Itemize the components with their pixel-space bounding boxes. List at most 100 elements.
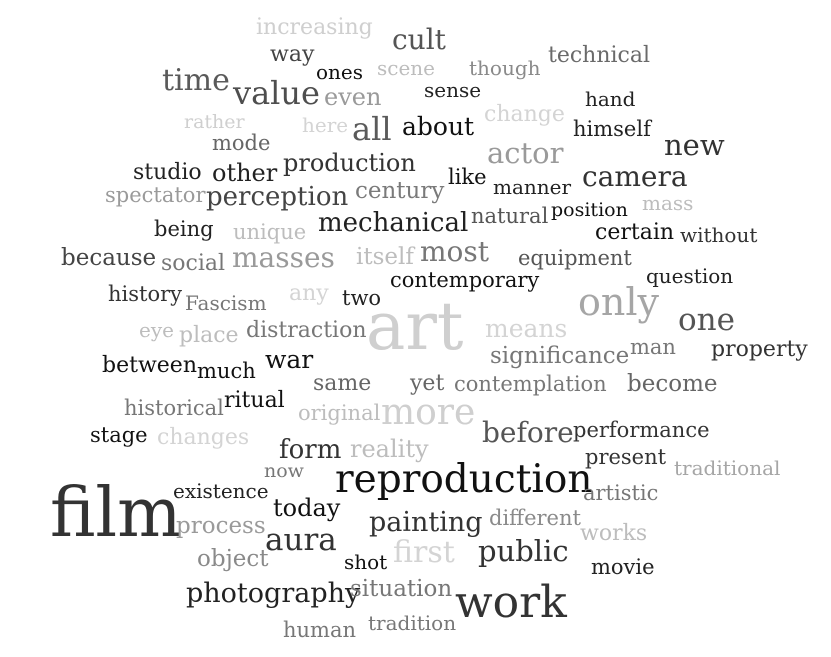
word-reality: reality xyxy=(350,435,429,463)
word-tradition: tradition xyxy=(368,611,457,635)
word-natural: natural xyxy=(471,204,549,228)
word-aura: aura xyxy=(265,522,337,558)
word-history: history xyxy=(108,282,183,306)
word-here: here xyxy=(302,113,349,137)
word-same: same xyxy=(313,371,372,396)
word-film: film xyxy=(50,474,182,553)
word-equipment: equipment xyxy=(518,246,632,270)
word-become: become xyxy=(627,371,718,397)
word-fascism: Fascism xyxy=(185,291,267,315)
word-significance: significance xyxy=(490,343,630,369)
word-increasing: increasing xyxy=(256,15,373,40)
word-though: though xyxy=(469,56,541,80)
word-first: first xyxy=(393,535,455,570)
word-existence: existence xyxy=(173,479,269,503)
word-scene: scene xyxy=(377,56,436,80)
word-social: social xyxy=(161,251,226,276)
word-production: production xyxy=(283,149,416,177)
word-present: present xyxy=(585,445,667,469)
word-other: other xyxy=(212,159,278,187)
word-war: war xyxy=(265,345,314,374)
word-way: way xyxy=(270,42,315,67)
word-artistic: artistic xyxy=(583,481,659,505)
word-shot: shot xyxy=(344,550,388,574)
word-manner: manner xyxy=(493,175,572,199)
word-property: property xyxy=(711,337,808,362)
word-historical: historical xyxy=(124,396,224,420)
word-technical: technical xyxy=(548,43,651,68)
word-himself: himself xyxy=(573,117,651,141)
word-much: much xyxy=(197,359,256,383)
word-ones: ones xyxy=(316,60,364,84)
word-without: without xyxy=(680,223,758,247)
word-one: one xyxy=(678,302,735,338)
word-painting: painting xyxy=(369,507,483,538)
word-any: any xyxy=(289,281,329,306)
word-before: before xyxy=(482,416,574,449)
word-question: question xyxy=(646,264,734,288)
word-all: all xyxy=(352,110,392,148)
word-mode: mode xyxy=(212,131,271,155)
word-new: new xyxy=(664,128,725,162)
word-mechanical: mechanical xyxy=(318,208,469,238)
word-man: man xyxy=(630,335,676,359)
word-now: now xyxy=(264,460,304,482)
word-actor: actor xyxy=(487,136,564,170)
word-hand: hand xyxy=(585,87,636,111)
word-works: works xyxy=(580,521,648,546)
word-itself: itself xyxy=(356,244,414,270)
word-position: position xyxy=(551,199,628,221)
word-two: two xyxy=(342,286,382,310)
word-form: form xyxy=(279,435,342,465)
word-contemplation: contemplation xyxy=(454,372,607,396)
word-mass: mass xyxy=(642,191,694,215)
word-between: between xyxy=(102,353,197,378)
word-object: object xyxy=(197,546,269,572)
word-like: like xyxy=(448,165,487,189)
word-century: century xyxy=(355,178,445,204)
word-place: place xyxy=(179,323,239,348)
word-only: only xyxy=(578,280,659,324)
word-masses: masses xyxy=(232,241,335,274)
word-photography: photography xyxy=(186,578,361,609)
word-art: art xyxy=(366,288,464,365)
word-being: being xyxy=(154,217,214,241)
word-yet: yet xyxy=(410,371,445,396)
word-reproduction: reproduction xyxy=(335,457,593,502)
word-human: human xyxy=(283,618,357,642)
word-more: more xyxy=(381,392,476,433)
word-public: public xyxy=(478,534,569,568)
word-spectator: spectator xyxy=(105,183,206,207)
word-traditional: traditional xyxy=(674,456,781,480)
word-most: most xyxy=(420,235,490,268)
word-movie: movie xyxy=(591,555,655,579)
word-process: process xyxy=(176,513,266,539)
word-work: work xyxy=(455,577,567,628)
word-time: time xyxy=(162,63,230,98)
word-original: original xyxy=(298,401,381,425)
word-because: because xyxy=(61,245,157,271)
word-certain: certain xyxy=(595,220,675,245)
word-different: different xyxy=(489,506,581,530)
word-about: about xyxy=(402,112,475,141)
word-contemporary: contemporary xyxy=(390,268,540,292)
word-distraction: distraction xyxy=(246,318,367,343)
word-even: even xyxy=(324,83,382,111)
word-value: value xyxy=(233,74,320,112)
word-camera: camera xyxy=(582,160,688,193)
word-studio: studio xyxy=(133,160,202,185)
word-change: change xyxy=(484,102,565,127)
word-performance: performance xyxy=(573,418,710,442)
word-changes: changes xyxy=(157,425,250,450)
word-rather: rather xyxy=(184,111,245,133)
word-perception: perception xyxy=(206,182,349,212)
word-sense: sense xyxy=(424,78,482,102)
word-today: today xyxy=(273,494,341,522)
word-unique: unique xyxy=(233,220,307,244)
word-cult: cult xyxy=(392,23,446,56)
word-means: means xyxy=(485,314,568,343)
word-situation: situation xyxy=(350,576,453,602)
word-stage: stage xyxy=(90,423,148,447)
word-eye: eye xyxy=(139,318,174,342)
